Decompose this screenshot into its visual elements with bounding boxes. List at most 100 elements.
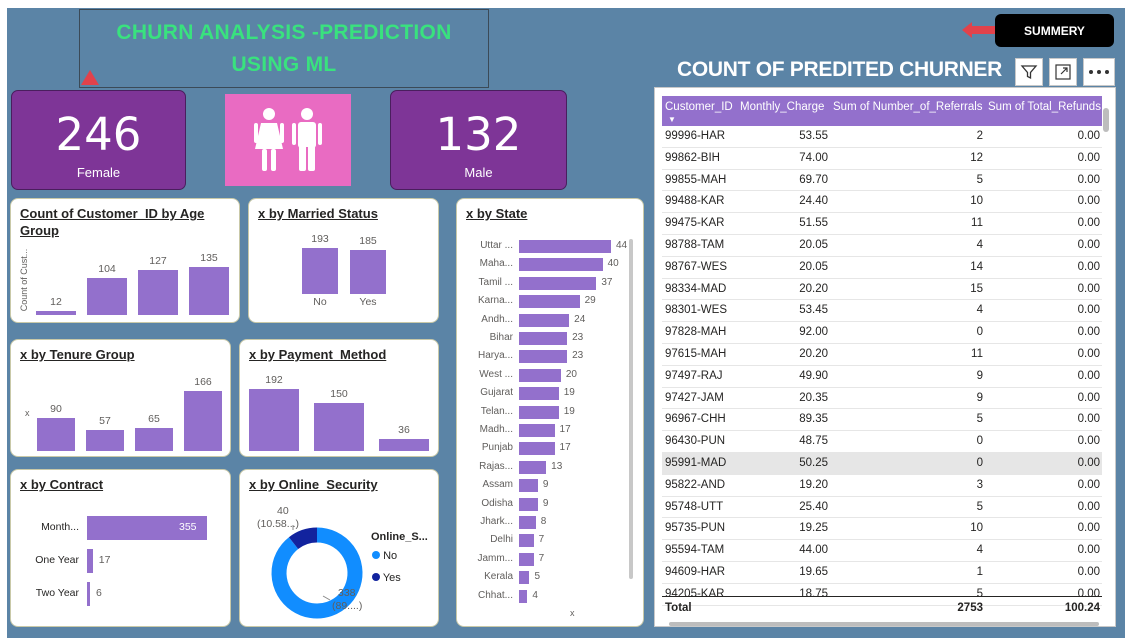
table-row[interactable]: 99488-KAR 24.40 10 0.00 [662,191,1102,214]
tenure-data-label: 90 [50,403,62,416]
cell-monthly-charge: 69.70 [799,173,828,186]
table-row[interactable]: 98334-MAD 20.20 15 0.00 [662,279,1102,301]
age-group-bar[interactable] [87,278,127,315]
online-security-chart-card[interactable]: x by Online_Security 40 (10.58...) 338 (… [239,469,439,627]
table-row[interactable]: 96430-PUN 48.75 0 0.00 [662,431,1102,453]
state-bar[interactable] [519,368,561,382]
table-row[interactable]: 97615-MAH 20.20 11 0.00 [662,344,1102,366]
churner-table[interactable]: Customer_ID ▼ Monthly_Charge Sum of Numb… [654,87,1116,627]
state-bar[interactable] [519,571,530,585]
table-row[interactable]: 97497-RAJ 49.90 9 0.00 [662,366,1102,388]
cell-refunds: 0.00 [1077,173,1100,186]
focus-mode-icon[interactable] [1049,58,1077,86]
state-chart-card[interactable]: x by State Uttar ... 44 Maha... 40 Tamil ...… [456,198,644,627]
state-bar[interactable] [519,258,603,272]
column-header-referrals[interactable]: Sum of Number_of_Referrals [833,101,983,113]
state-bar[interactable] [519,276,597,290]
table-row[interactable]: 95991-MAD 50.25 0 0.00 [662,453,1102,475]
table-row[interactable]: 99996-HAR 53.55 2 0.00 [662,126,1102,148]
table-row[interactable]: 96967-CHH 89.35 5 0.00 [662,409,1102,432]
married-bar[interactable] [350,249,386,294]
donut-slice-no[interactable] [271,527,363,619]
cell-refunds: 0.00 [1077,239,1100,251]
tenure-bar[interactable] [135,427,173,451]
cell-customer-id: 97828-MAH [665,326,727,339]
age-group-bar[interactable] [36,310,76,315]
age-group-bar[interactable] [189,267,229,315]
table-row[interactable]: 97427-JAM 20.35 9 0.00 [662,388,1102,410]
contract-bar[interactable] [87,582,90,606]
cell-customer-id: 95822-AND [665,478,726,491]
payment-bar[interactable] [314,402,364,451]
table-scroll-thumb[interactable] [1103,108,1109,132]
table-row[interactable]: 97828-MAH 92.00 0 0.00 [662,322,1102,344]
state-bar[interactable] [519,405,559,419]
column-header-monthly-charge[interactable]: Monthly_Charge [740,101,825,113]
table-row[interactable]: 98788-TAM 20.05 4 0.00 [662,235,1102,257]
donut-slice-yes[interactable] [288,527,318,550]
table-row[interactable]: 99862-BIH 74.00 12 0.00 [662,148,1102,170]
cell-monthly-charge: 44.00 [799,544,828,557]
payment-bar[interactable] [379,439,429,451]
cell-customer-id: 99996-HAR [665,130,726,142]
contract-bar[interactable] [87,549,93,573]
column-header-customer-id[interactable]: Customer_ID [665,101,733,113]
table-row[interactable]: 95594-TAM 44.00 4 0.00 [662,540,1102,562]
state-bar[interactable] [519,387,559,401]
state-data-label: 13 [551,460,563,472]
table-row[interactable]: 94609-HAR 19.65 1 0.00 [662,562,1102,584]
cell-referrals: 0 [976,326,983,339]
table-row[interactable]: 95748-UTT 25.40 5 0.00 [662,497,1102,519]
tenure-bar[interactable] [184,391,222,451]
table-horizontal-scrollbar[interactable] [669,622,1099,626]
filter-icon[interactable] [1015,58,1043,86]
contract-bar[interactable] [87,516,207,540]
state-bar[interactable] [519,240,611,253]
state-bar[interactable] [519,350,568,364]
payment-bar[interactable] [249,389,299,451]
tenure-bar[interactable] [86,430,124,451]
age-group-chart-card[interactable]: Count of Customer_ID by Age Group Count … [10,198,240,323]
table-vertical-scrollbar[interactable] [1103,108,1109,568]
tenure-group-chart-card[interactable]: x by Tenure Group x 90 57 65 166 [10,339,231,457]
table-row[interactable]: 99475-KAR 51.55 11 0.00 [662,213,1102,235]
state-bar[interactable] [519,516,536,529]
cell-refunds: 0.00 [1077,326,1100,339]
tenure-group-chart-title: x by Tenure Group [20,347,135,362]
state-bar[interactable] [519,552,534,566]
payment-method-chart-card[interactable]: x by Payment_Method 192 150 36 [239,339,439,457]
age-group-bar[interactable] [138,269,178,315]
state-bar[interactable] [519,424,555,437]
state-bar[interactable] [519,497,538,511]
table-row[interactable]: 95822-AND 19.20 3 0.00 [662,475,1102,497]
state-bar[interactable] [519,589,528,603]
more-options-icon[interactable] [1083,58,1115,86]
state-bar[interactable] [519,534,534,548]
state-bar[interactable] [519,295,580,309]
summery-button[interactable]: SUMMERY [995,14,1114,47]
table-row[interactable]: 95735-PUN 19.25 10 0.00 [662,518,1102,541]
donut-legend-item-no[interactable]: No [372,550,397,562]
column-header-refunds[interactable]: Sum of Total_Refunds [988,101,1101,113]
state-chart-scrollbar[interactable] [629,239,633,579]
table-row[interactable]: 98767-WES 20.05 14 0.00 [662,257,1102,279]
cell-refunds: 0.00 [1077,369,1100,382]
state-bar[interactable] [519,479,538,493]
married-data-label: 193 [311,233,329,245]
table-row[interactable]: 99855-MAH 69.70 5 0.00 [662,170,1102,192]
state-bar[interactable] [519,332,568,345]
table-row[interactable]: 98301-WES 53.45 4 0.00 [662,300,1102,323]
cell-monthly-charge: 53.55 [799,130,828,142]
married-bar[interactable] [302,248,338,294]
cell-monthly-charge: 20.05 [799,239,828,251]
tenure-bar[interactable] [37,418,75,451]
state-bar[interactable] [519,313,570,327]
married-status-chart-card[interactable]: x by Married Status 193 No 185 Yes [248,198,439,323]
state-bar[interactable] [519,460,547,474]
donut-legend-item-yes[interactable]: Yes [372,572,401,584]
contract-chart-card[interactable]: x by Contract Month... 355 One Year 17 Two Y… [10,469,231,627]
state-data-label: 4 [532,589,538,601]
state-bar[interactable] [519,442,555,456]
cell-monthly-charge: 19.65 [799,566,828,578]
sort-desc-icon[interactable]: ▼ [668,115,676,124]
